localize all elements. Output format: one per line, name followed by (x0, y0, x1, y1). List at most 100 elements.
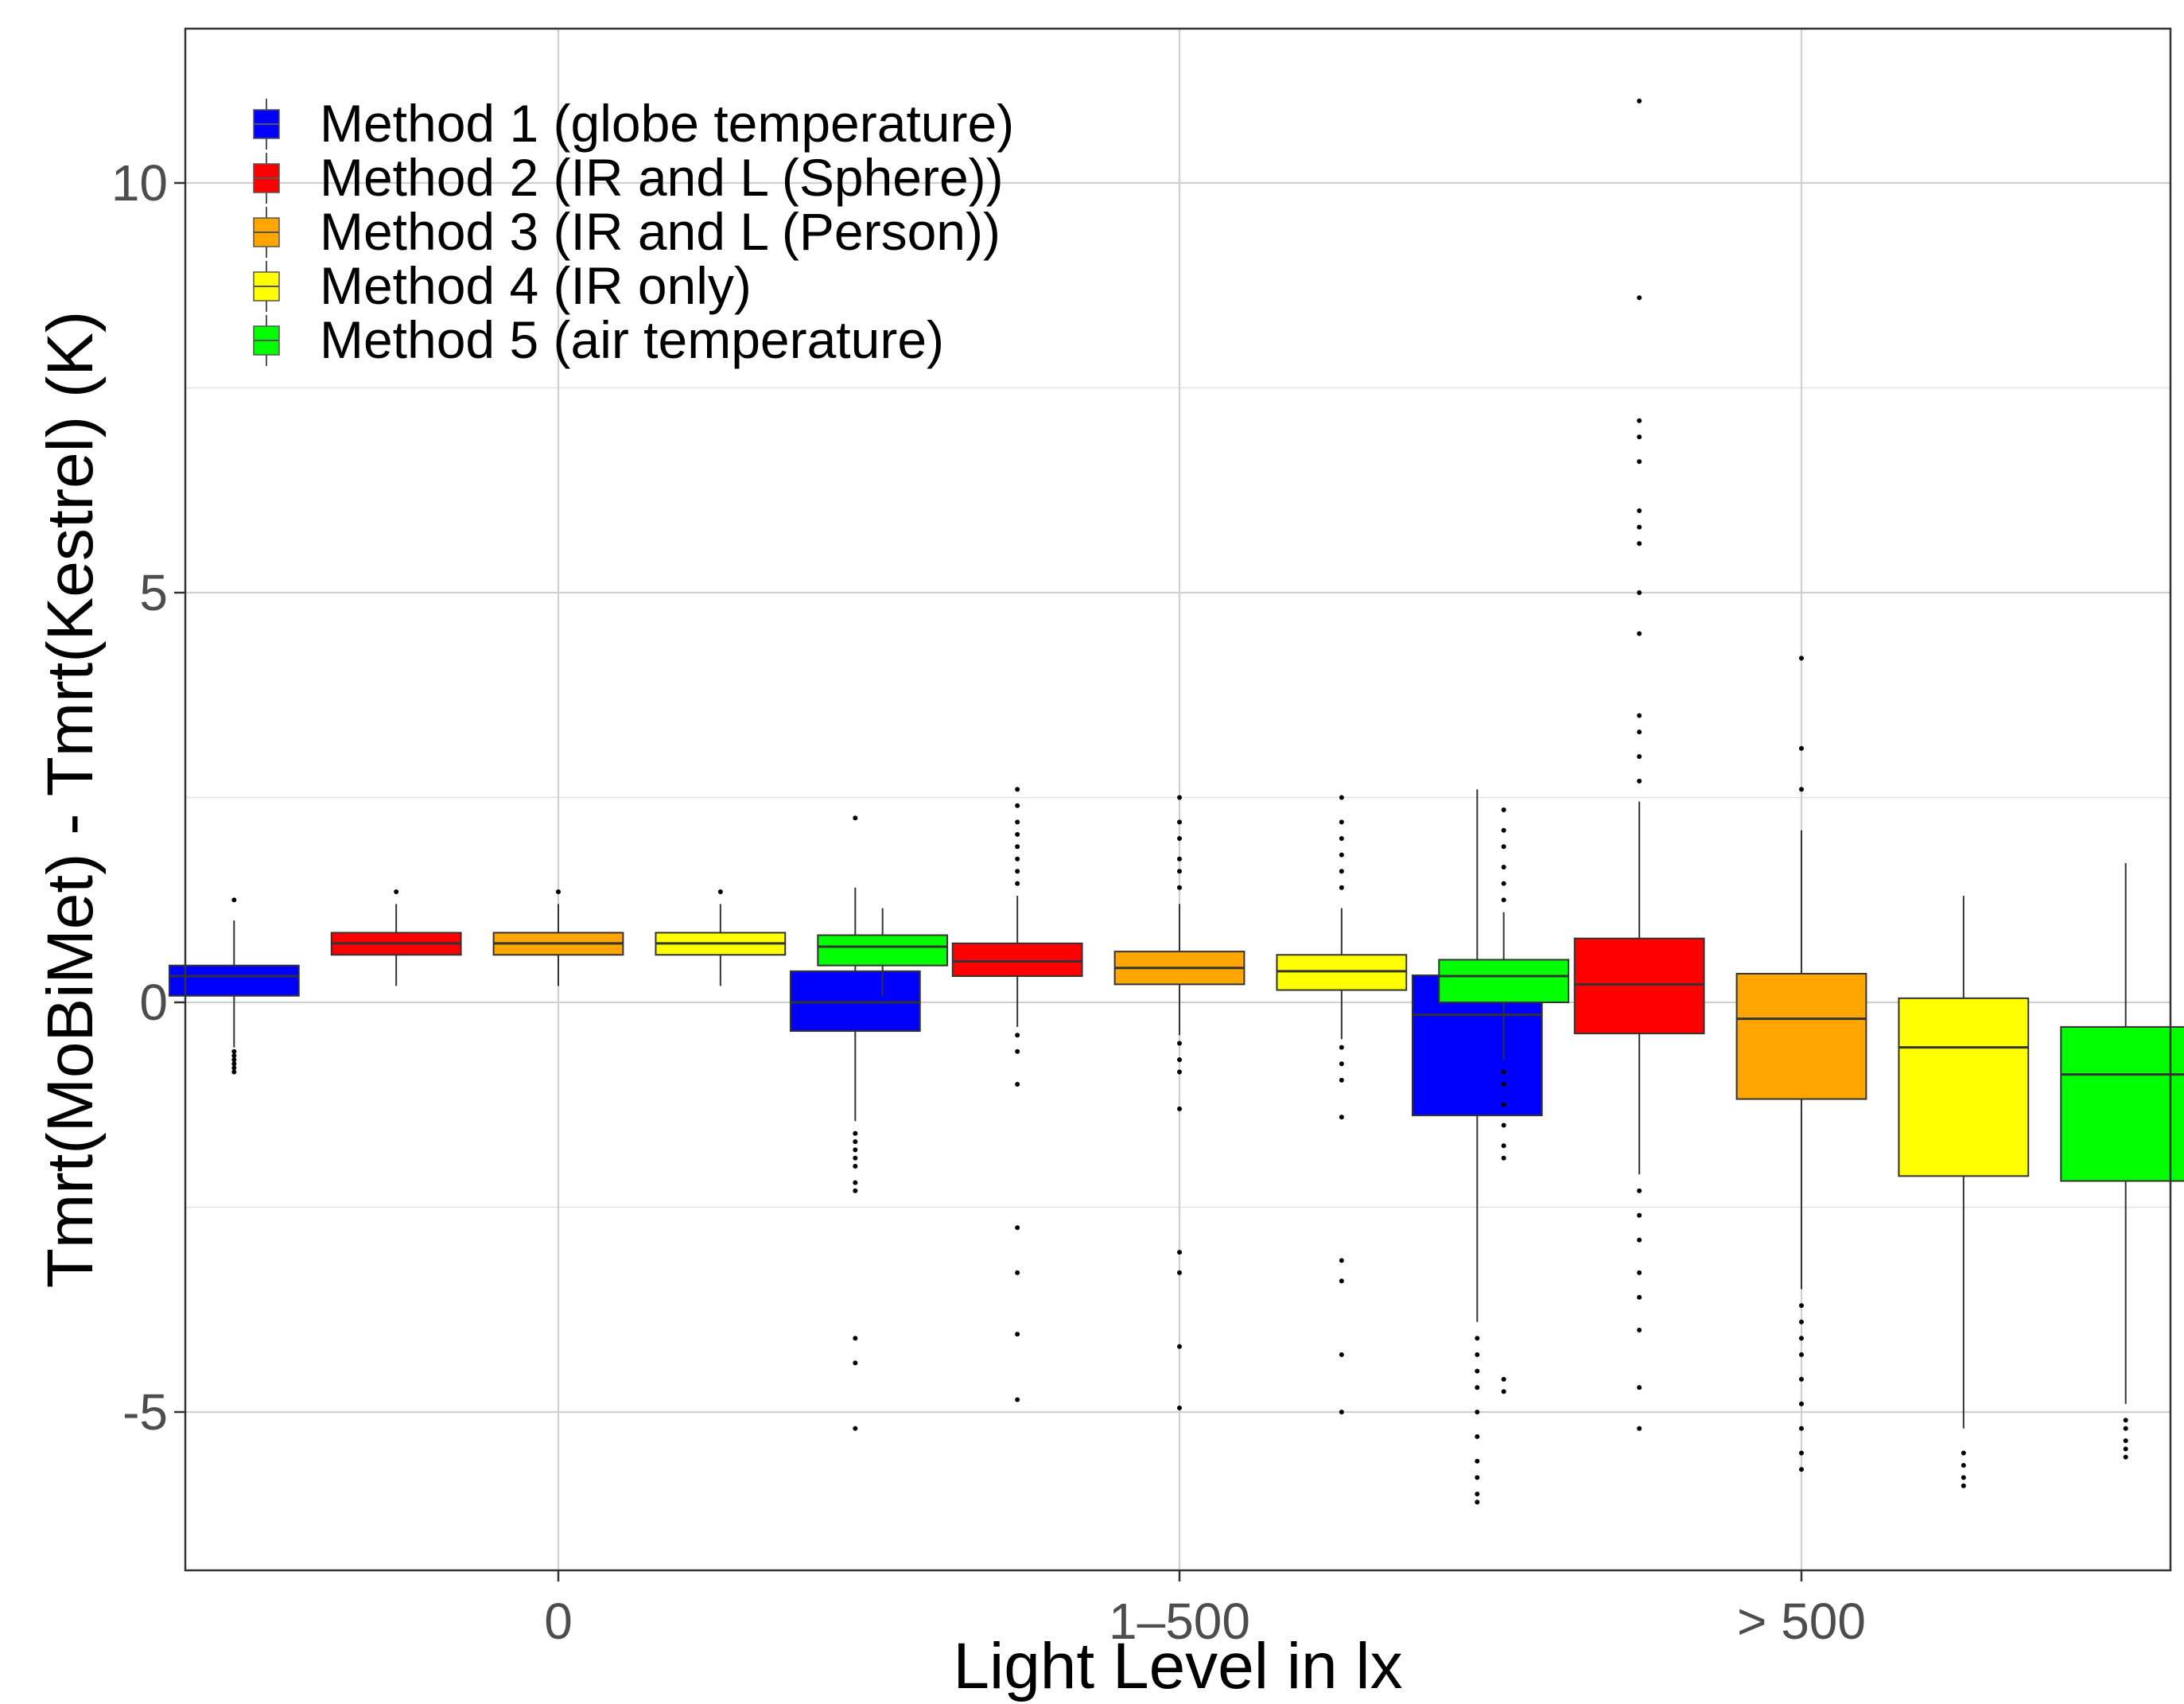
outlier-point (1475, 1385, 1480, 1391)
outlier-point (1015, 1397, 1020, 1402)
outlier-point (1637, 524, 1642, 530)
outlier-point (1501, 1376, 1506, 1382)
outlier-point (853, 1155, 858, 1161)
outlier-point (394, 889, 399, 894)
outlier-point (1339, 1061, 1344, 1067)
outlier-point (1475, 1368, 1480, 1374)
box-2-2 (951, 787, 1083, 1402)
outlier-point (1637, 1294, 1642, 1300)
legend-label: Method 4 (IR only) (320, 256, 752, 315)
outlier-point (1339, 1410, 1344, 1414)
outlier-point (1799, 1467, 1804, 1473)
outlier-point (1637, 541, 1642, 547)
outlier-point (1799, 787, 1804, 792)
legend-item-1: Method 1 (globe temperature) (253, 94, 1014, 153)
series-5 (817, 807, 2184, 1460)
legend-label: Method 5 (air temperature) (320, 310, 944, 369)
outlier-point (1637, 729, 1642, 735)
outlier-point (1339, 1352, 1344, 1357)
outlier-point (1501, 1155, 1506, 1161)
outlier-point (1339, 1258, 1344, 1263)
gridlines (185, 29, 2170, 1570)
outlier-point (1501, 807, 1506, 812)
outlier-point (1177, 1057, 1182, 1063)
outlier-point (1637, 1237, 1642, 1243)
outlier-point (1177, 869, 1182, 874)
outlier-point (1501, 844, 1506, 850)
box-4-2 (1276, 795, 1408, 1414)
outlier-point (853, 1180, 858, 1185)
outlier-point (1475, 1336, 1480, 1341)
outlier-point (1637, 631, 1642, 636)
outlier-point (853, 1188, 858, 1193)
outlier-point (1177, 885, 1182, 890)
outlier-point (1177, 1069, 1182, 1075)
box-1-1 (168, 897, 300, 1075)
outlier-point (1501, 1069, 1506, 1075)
box-1-2 (789, 815, 921, 1431)
outlier-point (2123, 1418, 2128, 1423)
y-tick-label: 5 (139, 564, 168, 621)
box-5-1 (817, 908, 949, 996)
outlier-point (1501, 897, 1506, 903)
outlier-point (853, 1336, 858, 1341)
box-iqr (951, 942, 1083, 978)
outlier-point (1339, 795, 1344, 800)
outlier-point (1475, 1434, 1480, 1439)
outlier-point (1799, 1303, 1804, 1309)
legend-item-3: Method 3 (IR and L (Person)) (253, 202, 1001, 261)
legend-item-2: Method 2 (IR and L (Sphere)) (253, 148, 1004, 207)
outlier-point (1961, 1450, 1966, 1456)
outlier-point (1637, 508, 1642, 513)
x-tick-label: > 500 (1737, 1593, 1866, 1650)
outlier-point (1339, 1278, 1344, 1284)
outlier-point (1501, 881, 1506, 886)
outlier-point (1799, 656, 1804, 661)
outlier-point (1339, 869, 1344, 874)
box-iqr (817, 934, 949, 967)
box-3-1 (492, 889, 624, 986)
outlier-point (1177, 1106, 1182, 1111)
legend-item-5: Method 5 (air temperature) (253, 310, 944, 369)
outlier-point (1339, 819, 1344, 825)
outlier-point (1637, 434, 1642, 440)
outlier-point (231, 1048, 237, 1054)
outlier-point (1475, 1492, 1480, 1496)
outlier-point (1799, 1319, 1804, 1325)
outlier-point (2123, 1454, 2128, 1460)
outlier-point (1339, 885, 1344, 890)
y-tick-label: 0 (139, 974, 168, 1031)
box-iqr (2060, 1025, 2184, 1182)
box-3-3 (1735, 656, 1867, 1473)
y-tick-label: -5 (122, 1383, 168, 1441)
outlier-point (231, 1052, 237, 1058)
outlier-point (1475, 1410, 1480, 1414)
outlier-point (1501, 865, 1506, 870)
outlier-point (1501, 1122, 1506, 1128)
outlier-point (1475, 1500, 1480, 1505)
box-iqr (789, 970, 921, 1033)
outlier-point (1475, 1475, 1480, 1480)
outlier-point (231, 897, 237, 903)
outlier-point (1177, 856, 1182, 862)
y-axis-ticks: -5 0 5 10 (111, 154, 185, 1441)
box-5-2 (1438, 807, 1570, 1395)
outlier-point (853, 1147, 858, 1153)
outlier-point (1177, 819, 1182, 825)
outlier-point (1475, 1458, 1480, 1464)
outlier-point (1015, 881, 1020, 886)
outlier-point (853, 1164, 858, 1169)
outlier-point (1637, 1426, 1642, 1431)
series-2 (330, 99, 1705, 1431)
outlier-point (853, 1130, 858, 1136)
outlier-point (1637, 1212, 1642, 1218)
outlier-point (1015, 831, 1020, 837)
outlier-point (231, 1069, 237, 1075)
outlier-point (1015, 1048, 1020, 1054)
outlier-point (1637, 459, 1642, 465)
outlier-point (1339, 1045, 1344, 1050)
outlier-point (1177, 1041, 1182, 1046)
outlier-point (1015, 1033, 1020, 1038)
